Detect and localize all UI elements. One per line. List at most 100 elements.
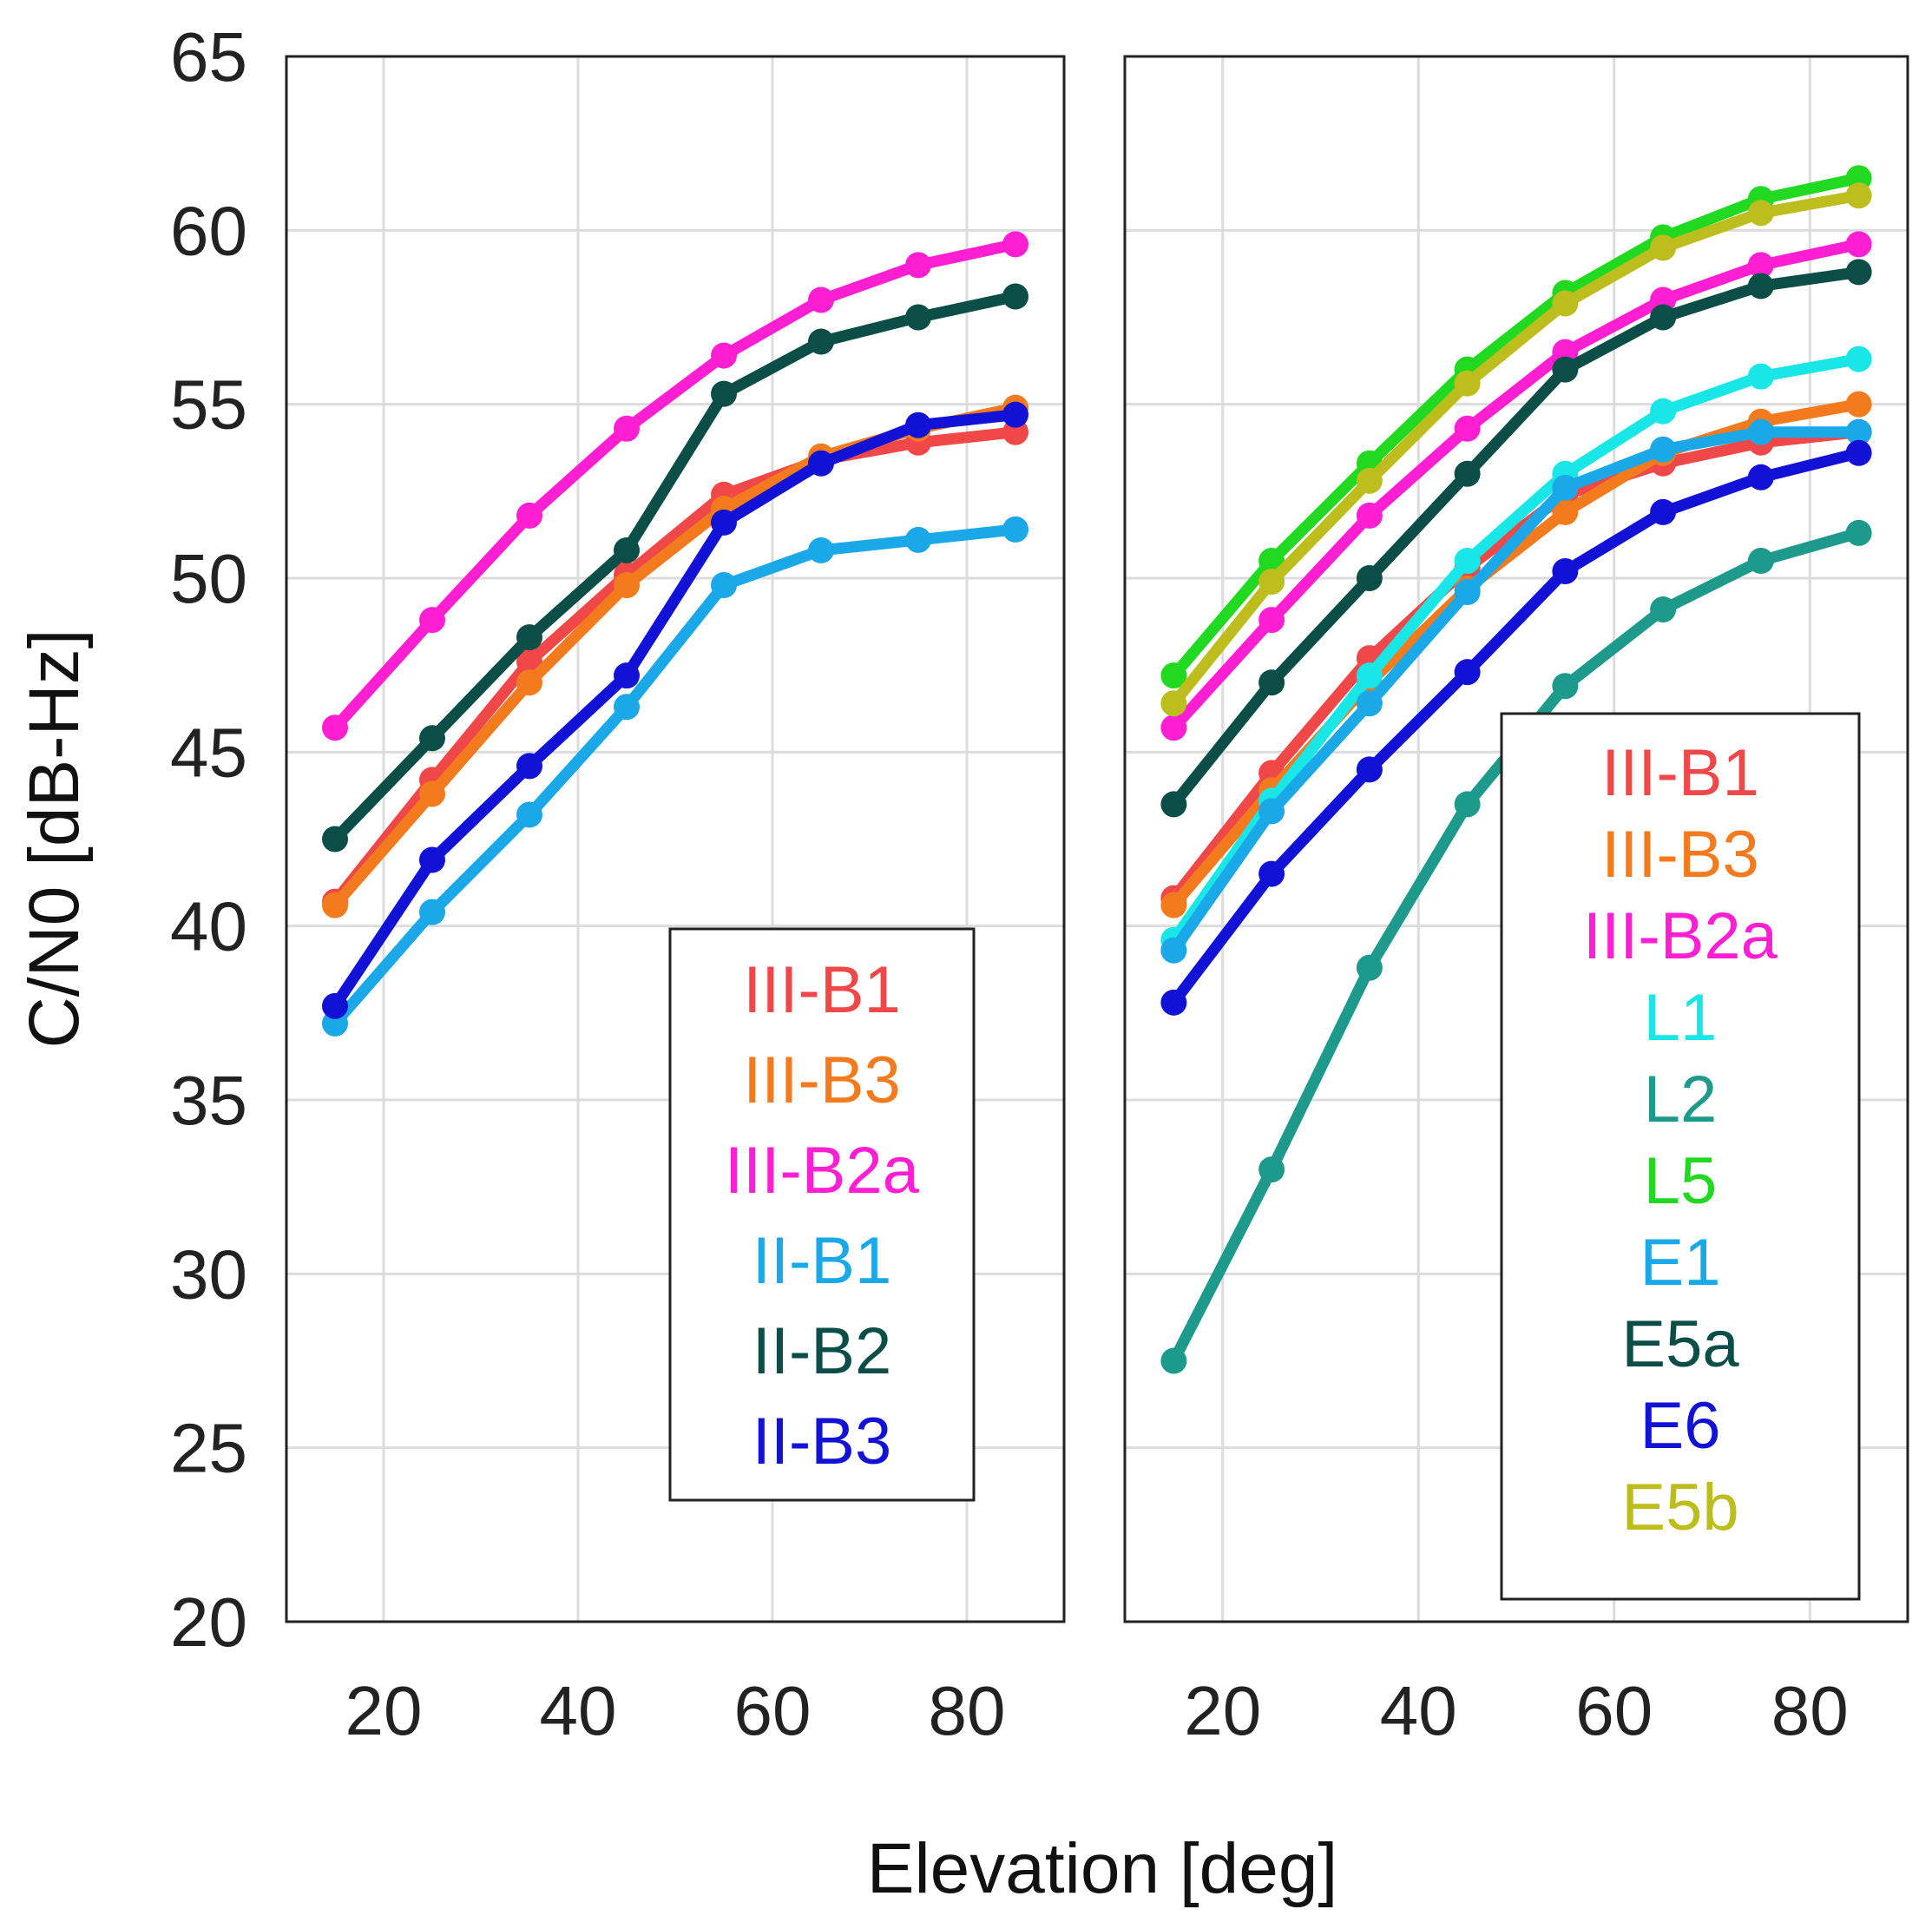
x-tick-labels: 20 40 60 80 20 40 60 80 — [345, 1672, 1849, 1749]
x-tick-label: 20 — [1184, 1672, 1261, 1749]
legend-entry: L1 — [1644, 981, 1718, 1055]
y-tick-label: 30 — [170, 1235, 247, 1313]
x-axis-title: Elevation [deg] — [867, 1829, 1338, 1908]
data-point-ii-b2 — [711, 380, 737, 407]
data-point-l2 — [1747, 547, 1774, 574]
legend-entry: L5 — [1644, 1144, 1718, 1218]
data-point-l5 — [1160, 662, 1187, 689]
series-line-ii-b1 — [329, 523, 1022, 1030]
left-panel: III-B1 III-B3 III-B2a II-B1 II-B2 II-B3 — [285, 55, 1066, 1623]
series-line-e1 — [1167, 426, 1865, 957]
y-tick-label: 20 — [170, 1583, 247, 1661]
data-point-ii-b3 — [322, 992, 348, 1019]
plot-frame — [1123, 55, 1909, 1623]
data-point-ii-b2 — [419, 725, 445, 752]
series-line-iii-b2a — [1167, 238, 1865, 734]
data-point-e6 — [1454, 659, 1481, 686]
legend-entry: III-B2a — [1583, 899, 1778, 973]
data-point-l1 — [1845, 346, 1872, 372]
legend-entry: III-B1 — [743, 953, 901, 1027]
data-point-l2 — [1454, 791, 1481, 818]
data-point-l2 — [1160, 1347, 1187, 1374]
legend-box — [668, 927, 976, 1502]
data-point-e5a — [1356, 565, 1383, 591]
legend-entry: E1 — [1640, 1226, 1721, 1300]
data-point-e5b — [1356, 467, 1383, 494]
data-point-e1 — [1845, 418, 1872, 445]
data-point-iii-b2a — [1002, 231, 1028, 258]
data-point-e1 — [1747, 418, 1774, 445]
data-point-e5b — [1258, 569, 1285, 596]
data-point-ii-b2 — [905, 304, 931, 331]
data-point-ii-b3 — [516, 753, 542, 780]
legend-entry: III-B1 — [1601, 736, 1759, 810]
data-point-ii-b3 — [419, 846, 445, 873]
series-line-e5b — [1167, 189, 1865, 709]
data-point-e5a — [1258, 669, 1285, 696]
data-point-ii-b1 — [614, 694, 640, 721]
y-tick-label: 25 — [170, 1410, 247, 1487]
series-line-ii-b3 — [329, 409, 1022, 1012]
x-tick-label: 40 — [1380, 1672, 1457, 1749]
data-point-iii-b3 — [516, 669, 542, 696]
data-point-e5b — [1650, 234, 1677, 261]
data-point-iii-b3 — [419, 780, 445, 807]
data-point-e5b — [1747, 200, 1774, 227]
data-point-iii-b3 — [322, 892, 348, 918]
data-point-e1 — [1454, 579, 1481, 606]
data-point-l2 — [1552, 673, 1579, 700]
series-line-iii-b1 — [329, 426, 1022, 908]
x-tick-label: 80 — [1771, 1672, 1849, 1749]
data-point-e1 — [1258, 798, 1285, 825]
data-point-ii-b3 — [808, 450, 834, 477]
data-point-iii-b2a — [711, 342, 737, 369]
data-point-ii-b3 — [711, 509, 737, 536]
y-tick-label: 35 — [170, 1062, 247, 1139]
data-point-e5a — [1747, 273, 1774, 300]
data-point-iii-b2a — [1747, 252, 1774, 279]
data-point-ii-b2 — [808, 328, 834, 355]
legend-entry: III-B2a — [725, 1134, 920, 1208]
legend-entry: III-B3 — [1601, 818, 1759, 892]
data-point-e5a — [1650, 304, 1677, 331]
series-line-e5a — [1167, 266, 1865, 810]
data-point-l1 — [1747, 363, 1774, 390]
data-point-l2 — [1356, 954, 1383, 981]
legend-entry: III-B3 — [743, 1044, 901, 1117]
x-tick-label: 60 — [1575, 1672, 1653, 1749]
data-point-iii-b2a — [1356, 502, 1383, 529]
data-point-iii-b2a — [419, 607, 445, 634]
y-tick-label: 50 — [170, 540, 247, 617]
series-line-e6 — [1167, 447, 1865, 1009]
data-point-ii-b1 — [711, 572, 737, 599]
x-tick-label: 60 — [734, 1672, 812, 1749]
legend-entry: II-B2 — [752, 1314, 892, 1388]
data-point-l2 — [1650, 596, 1677, 623]
data-point-ii-b2 — [322, 826, 348, 853]
data-point-e6 — [1160, 989, 1187, 1016]
data-point-e6 — [1845, 439, 1872, 466]
y-axis-title: C/N0 [dB-Hz] — [15, 629, 94, 1049]
data-point-e5a — [1454, 460, 1481, 487]
data-point-l1 — [1650, 398, 1677, 425]
data-point-e6 — [1650, 498, 1677, 525]
series-line-ii-b2 — [329, 290, 1022, 845]
series-line-iii-b1 — [1167, 426, 1865, 905]
data-point-e5a — [1845, 259, 1872, 286]
y-tick-label: 60 — [170, 192, 247, 269]
data-point-iii-b3 — [614, 572, 640, 599]
y-tick-label: 40 — [170, 888, 247, 965]
data-point-l2 — [1258, 1156, 1285, 1183]
data-point-e6 — [1356, 756, 1383, 783]
data-point-l1 — [1356, 662, 1383, 689]
data-point-iii-b2a — [1845, 231, 1872, 258]
data-point-ii-b1 — [419, 899, 445, 925]
data-point-ii-b1 — [905, 526, 931, 553]
data-point-e6 — [1747, 464, 1774, 490]
legend-box — [1500, 712, 1861, 1601]
data-point-iii-b3 — [1160, 892, 1187, 918]
y-tick-label: 65 — [170, 18, 247, 95]
